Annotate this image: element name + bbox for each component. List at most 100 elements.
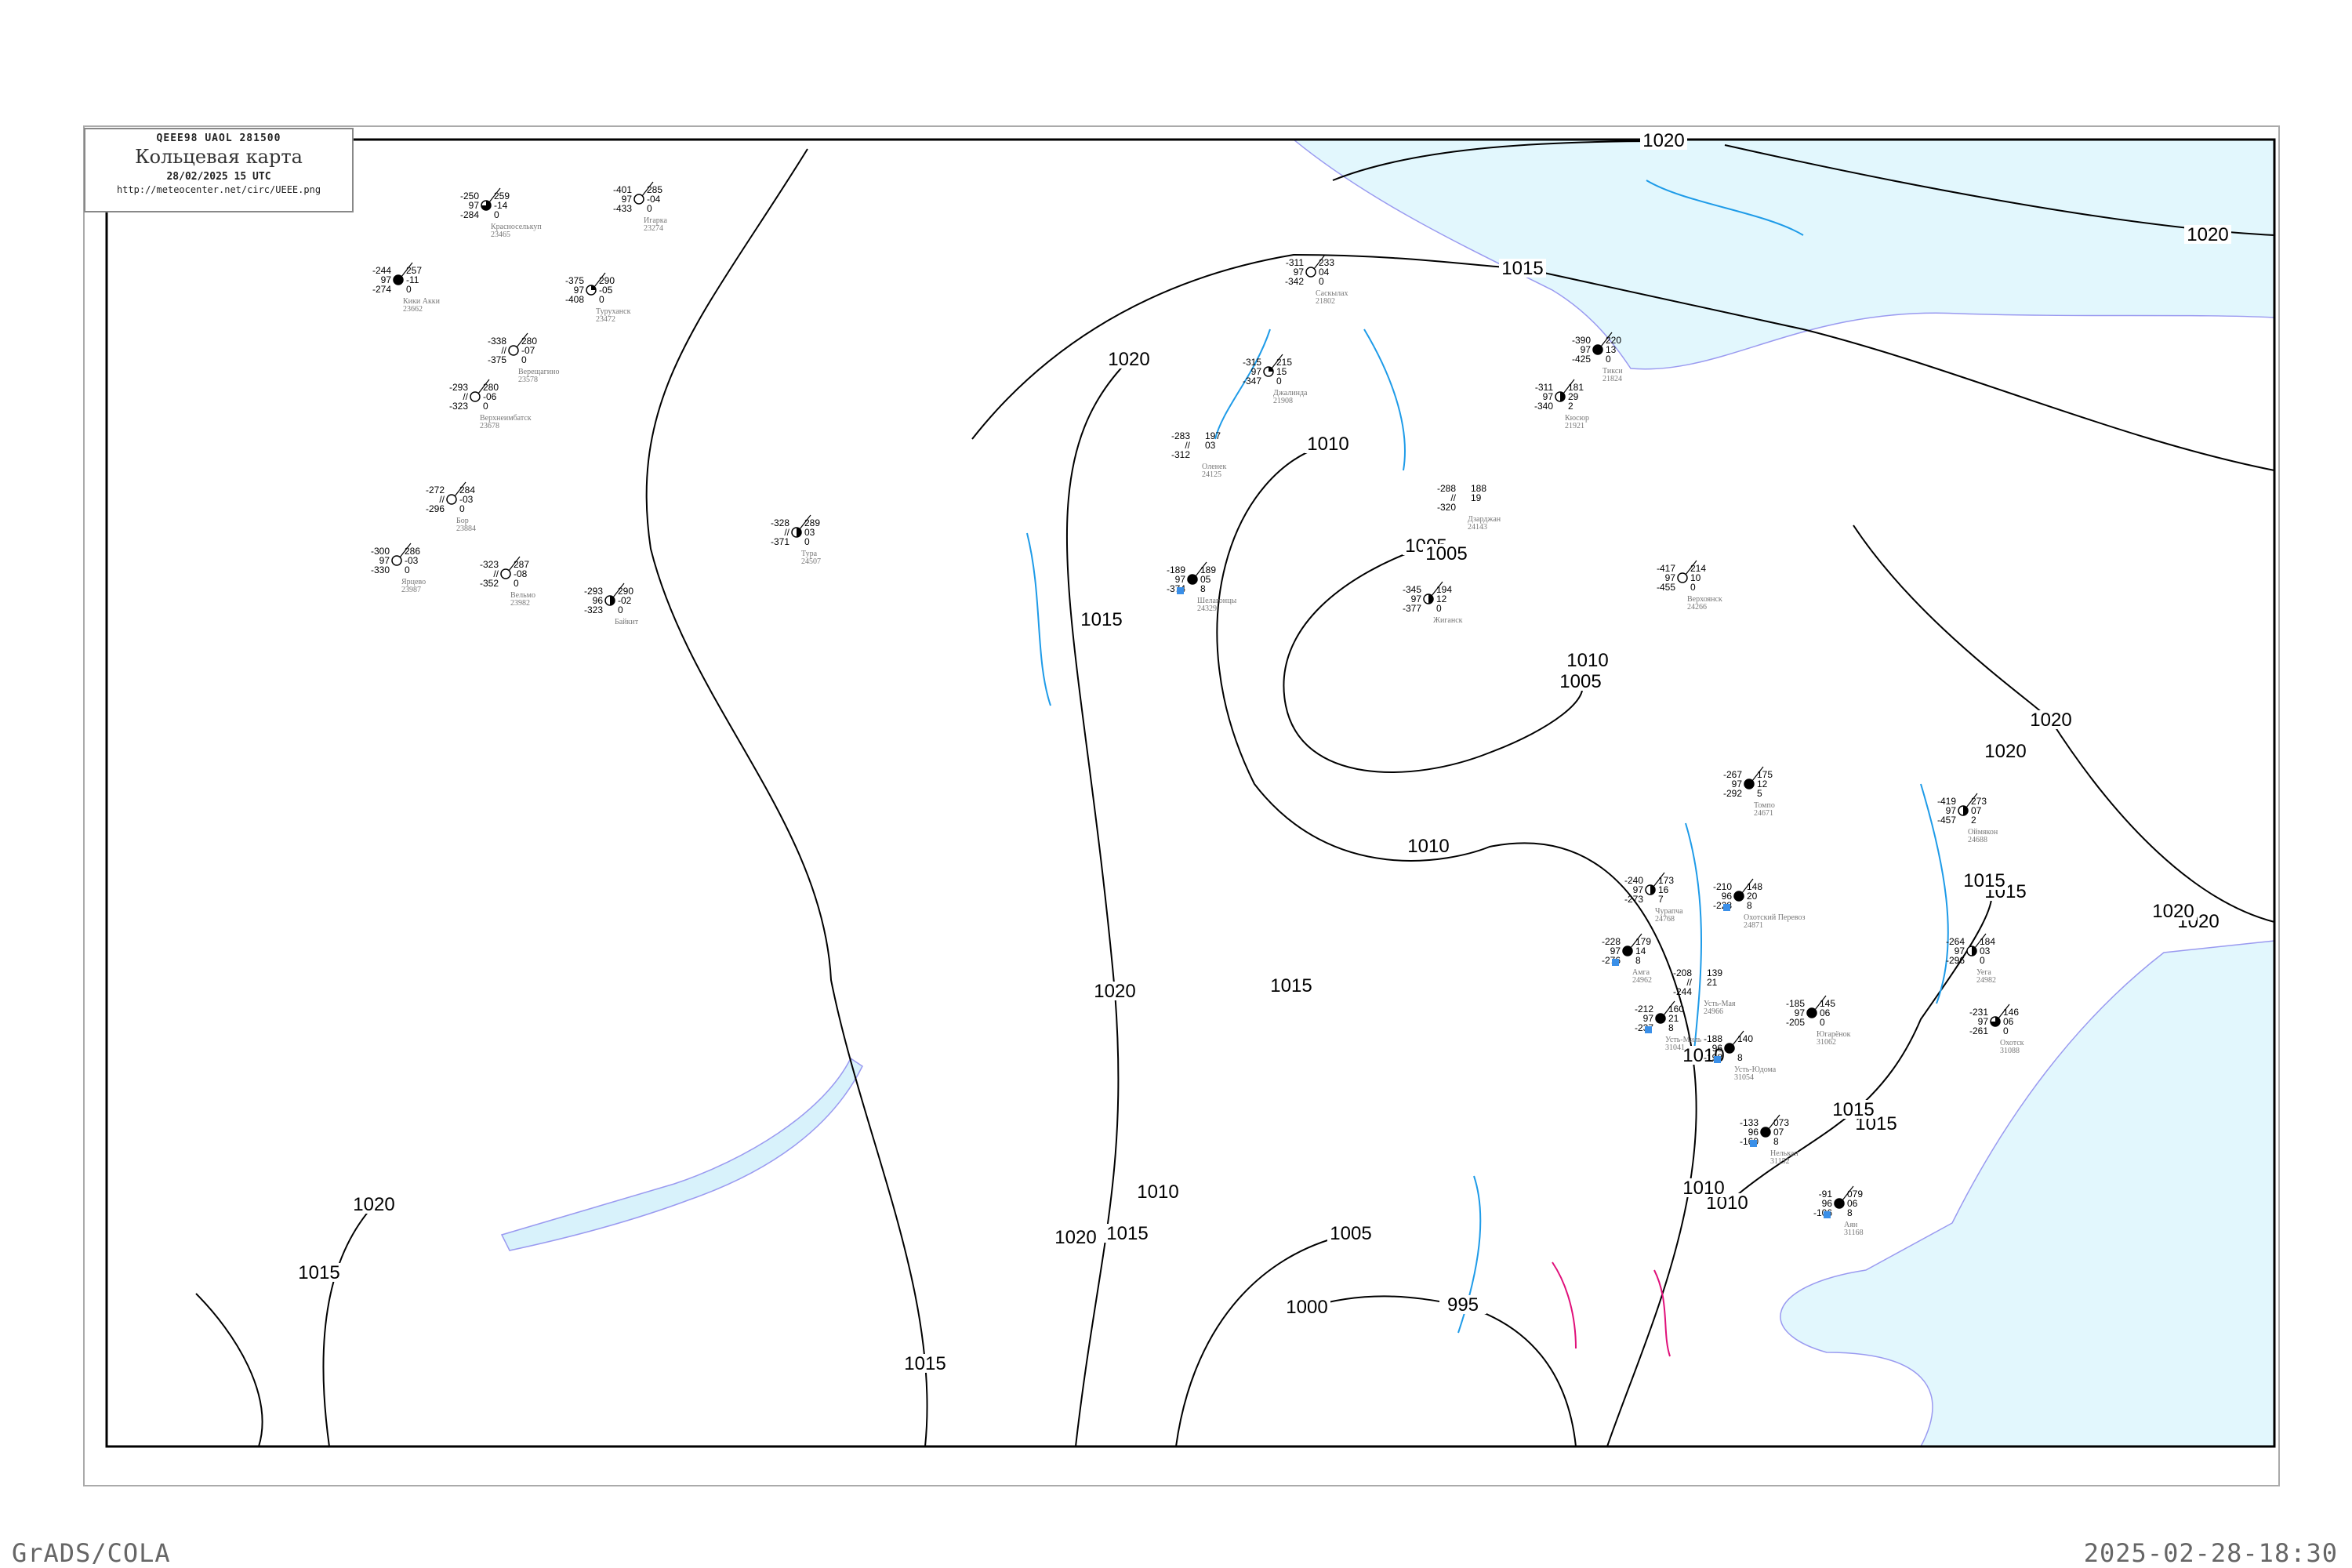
cloud-cover-icon — [633, 194, 644, 205]
precip-marker-icon — [1723, 904, 1730, 911]
station-dewpoint: -342 — [1285, 276, 1304, 287]
lake-baikal — [500, 1057, 863, 1251]
sea-areas — [500, 139, 2275, 1447]
station-tendency: -11 — [406, 274, 419, 285]
isobar-label: 1010 — [1307, 434, 1348, 455]
station-name: Чурапча — [1655, 907, 1683, 916]
station-precip: 0 — [405, 564, 410, 575]
station-temperature: -311 — [1286, 257, 1304, 268]
station-name: Уега — [1976, 968, 1991, 977]
station-temperature: -417 — [1657, 563, 1675, 574]
station-tendency: -14 — [494, 200, 508, 211]
isobar-label-bg — [902, 1354, 949, 1373]
station-id: 21824 — [1602, 375, 1622, 383]
station-name: Кюсюр — [1565, 414, 1589, 423]
isobar-label: 1020 — [1054, 1227, 1096, 1248]
station-name: Туруханск — [596, 307, 631, 316]
station-temperature: -338 — [488, 336, 506, 347]
precip-marker-icon — [1750, 1140, 1757, 1147]
cloud-fill — [591, 285, 596, 290]
isobar-label-bg — [1499, 259, 1546, 278]
isobar-label: 1010 — [1566, 650, 1608, 671]
cloud-fill — [1269, 367, 1273, 372]
isobar-label-bg — [1439, 1295, 1486, 1314]
station-tendency: 07 — [1971, 805, 1982, 816]
wind-barb-icon — [399, 543, 412, 558]
isobar-label-bg — [1283, 1298, 1330, 1316]
station-id: 24768 — [1655, 915, 1675, 924]
station-tendency: 06 — [1820, 1007, 1831, 1018]
isobar-label-bg — [1557, 672, 1604, 691]
station-id: 23662 — [403, 305, 423, 314]
station-precip: 2 — [1971, 815, 1976, 826]
cloud-cover-icon — [470, 391, 481, 402]
wind-barb-icon — [1741, 878, 1754, 894]
isobar-label-bg — [1423, 544, 1470, 563]
station-temperature: -244 — [372, 265, 391, 276]
station-id: 23884 — [456, 524, 476, 533]
cloud-fill — [1744, 779, 1754, 789]
isobar-label-bg — [1104, 1224, 1151, 1243]
station-pressure: 197 — [1205, 430, 1221, 441]
station-visibility: 97 — [379, 555, 390, 566]
station-pressure: 175 — [1757, 769, 1773, 780]
cloud-fill — [1761, 1127, 1770, 1137]
station-temperature: -212 — [1635, 1004, 1653, 1014]
station-dewpoint: -408 — [565, 294, 584, 305]
isobar-label: 1015 — [1270, 975, 1312, 996]
cloud-fill — [1725, 1044, 1734, 1053]
isobar-label: 1020 — [2152, 901, 2194, 922]
station-tendency: -08 — [514, 568, 528, 579]
station-pressure: 286 — [405, 546, 420, 557]
station-name: Верхнеимбатск — [480, 414, 532, 423]
isobar-label: 1020 — [353, 1194, 394, 1215]
station-dewpoint: -371 — [771, 536, 789, 547]
station-temperature: -283 — [1171, 430, 1190, 441]
station-dewpoint: -244 — [1673, 986, 1692, 997]
station-pressure: 215 — [1276, 357, 1292, 368]
wind-barb-icon — [1751, 766, 1764, 782]
wind-barb-icon — [593, 272, 606, 288]
station-dewpoint: -273 — [1624, 894, 1643, 905]
station-temperature: -188 — [1704, 1033, 1722, 1044]
map-url[interactable]: http://meteocenter.net/circ/UEEE.png — [116, 184, 321, 195]
station-tendency: 06 — [2003, 1016, 2014, 1027]
isobar-label-bg — [1268, 976, 1315, 995]
station-temperature: -401 — [613, 184, 632, 195]
station-id: 24688 — [1968, 836, 1987, 844]
map-datetime: 28/02/2025 15 UTC — [166, 171, 271, 183]
